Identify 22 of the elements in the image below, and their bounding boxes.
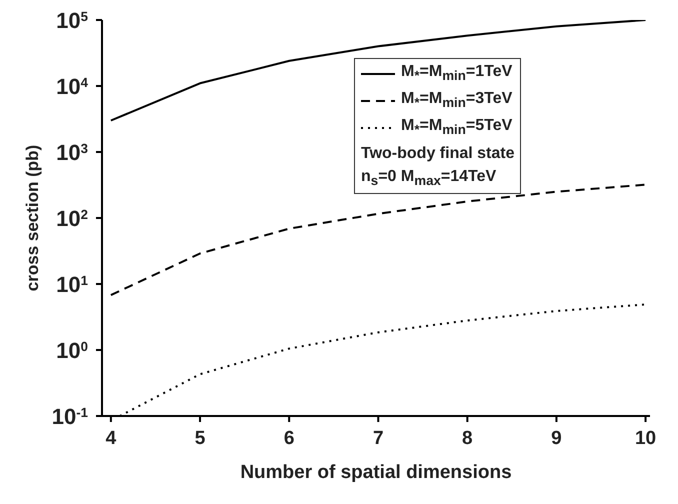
x-tick-label: 7 — [372, 428, 384, 449]
y-tick-label: 10$^{3}$ — [56, 140, 88, 165]
line-series — [110, 184, 647, 296]
x-tick-label: 9 — [551, 428, 562, 449]
legend-label: M$_{*}$=M$_{min}$=5TeV — [401, 116, 512, 140]
y-tick-label: 10$^{2}$ — [56, 206, 88, 231]
y-tick-label: 10$^{5}$ — [56, 8, 88, 33]
legend-label: M$_{*}$=M$_{min}$=1TeV — [401, 62, 512, 86]
x-tick-label: 6 — [284, 428, 294, 449]
y-tick-label: 10$^{-1}$ — [52, 404, 88, 429]
y-tick-label: 10$^{4}$ — [56, 74, 89, 99]
annotation: n$_{s}$=0 M$_{max}$=14TeV — [361, 168, 496, 188]
y-tick-label: 10$^{0}$ — [56, 338, 88, 363]
annotation: Two-body final state — [361, 144, 514, 162]
x-tick-label: 10 — [634, 428, 656, 449]
y-axis-title: cross section (pb) — [23, 144, 42, 292]
y-tick-label: 10$^{1}$ — [56, 272, 88, 297]
x-axis-title: Number of spatial dimensions — [240, 462, 512, 483]
x-tick-label: 4 — [106, 428, 117, 449]
legend-label: M$_{*}$=M$_{min}$=3TeV — [401, 89, 512, 112]
x-tick-label: 8 — [462, 428, 473, 449]
x-tick-label: 5 — [194, 428, 206, 449]
